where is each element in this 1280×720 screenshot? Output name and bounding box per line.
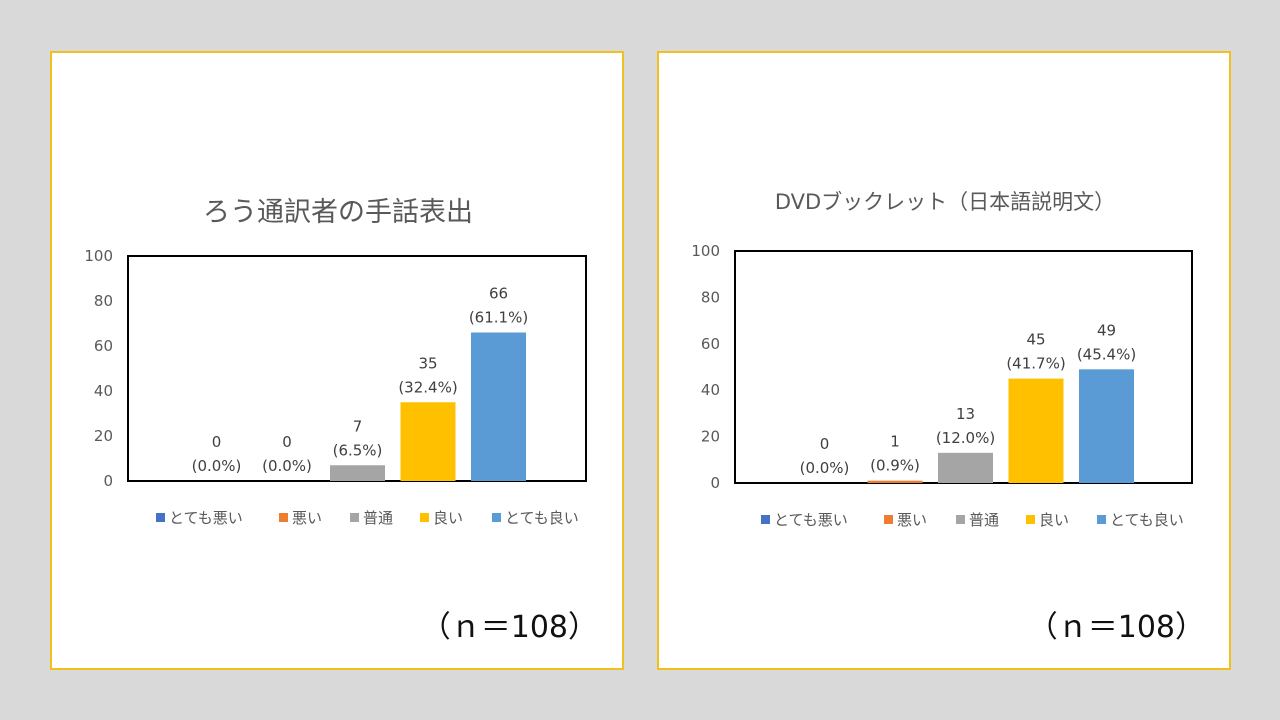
chart-title: DVDブックレット（日本語説明文） xyxy=(775,190,1115,214)
legend-swatch-5 xyxy=(492,513,501,522)
y-tick-label: 20 xyxy=(701,428,720,446)
data-label-percent: (6.5%) xyxy=(333,441,383,459)
data-label-count: 45 xyxy=(1026,331,1045,349)
chart-title: ろう通訳者の手話表出 xyxy=(203,197,473,228)
data-label-count: 0 xyxy=(282,433,292,451)
y-tick-label: 0 xyxy=(710,474,720,492)
legend-swatch-1 xyxy=(761,515,770,524)
legend-swatch-5 xyxy=(1097,515,1106,524)
bar-4 xyxy=(1008,378,1064,483)
data-label-count: 7 xyxy=(353,417,363,435)
legend-label: 悪い xyxy=(897,511,927,529)
chart-right: DVDブックレット（日本語説明文） 0 20 40 60 80 100 0 (0.0%) 1 (0.… xyxy=(691,190,1193,529)
data-label-percent: (61.1%) xyxy=(469,309,528,327)
legend-label: 普通 xyxy=(363,509,393,527)
legend-swatch-2 xyxy=(884,515,893,524)
data-label-percent: (12.0%) xyxy=(936,429,995,447)
y-tick-label: 0 xyxy=(103,472,113,490)
bar-4 xyxy=(400,402,456,481)
legend-label: 良い xyxy=(1039,511,1069,529)
y-tick-label: 40 xyxy=(701,381,720,399)
bar-5 xyxy=(1079,369,1134,483)
legend-swatch-3 xyxy=(350,513,359,522)
legend-label: 悪い xyxy=(292,509,322,527)
data-label-percent: (45.4%) xyxy=(1077,345,1136,363)
bar-3 xyxy=(938,452,993,483)
y-tick-label: 100 xyxy=(84,247,113,265)
data-label-percent: (32.4%) xyxy=(398,378,457,396)
data-label-count: 66 xyxy=(489,285,508,303)
y-tick-label: 60 xyxy=(701,335,720,353)
chart-panel-right: DVDブックレット（日本語説明文） 0 20 40 60 80 100 0 (0.0%) 1 (0.… xyxy=(657,51,1231,670)
legend-label: 普通 xyxy=(969,511,999,529)
data-label-percent: (0.0%) xyxy=(192,457,242,475)
sample-size-label: （ｎ＝108） xyxy=(420,610,598,645)
data-label-percent: (0.0%) xyxy=(262,457,312,475)
data-label-count: 1 xyxy=(890,433,900,451)
data-label-count: 49 xyxy=(1097,321,1116,339)
legend-label: とても悪い xyxy=(774,511,848,529)
legend-swatch-2 xyxy=(279,513,288,522)
data-label-percent: (0.9%) xyxy=(870,457,920,475)
legend-swatch-4 xyxy=(1026,515,1035,524)
y-tick-label: 80 xyxy=(94,292,113,310)
legend-label: とても良い xyxy=(505,509,579,527)
data-label-percent: (41.7%) xyxy=(1006,355,1065,373)
legend-swatch-1 xyxy=(156,513,165,522)
y-tick-label: 20 xyxy=(94,427,113,445)
y-tick-label: 80 xyxy=(701,288,720,306)
data-label-percent: (0.0%) xyxy=(800,459,850,477)
data-label-count: 35 xyxy=(418,354,437,372)
data-label-count: 0 xyxy=(820,435,830,453)
data-label-count: 0 xyxy=(212,433,222,451)
data-label-count: 13 xyxy=(956,405,975,423)
bar-3 xyxy=(330,465,385,481)
legend-label: とても悪い xyxy=(169,509,243,527)
legend-label: とても良い xyxy=(1110,511,1184,529)
chart-left: ろう通訳者の手話表出 0 20 40 60 80 100 0 (0.0%) 0 (0.0%) 7 (6.… xyxy=(84,197,587,527)
legend-swatch-4 xyxy=(420,513,429,522)
legend-swatch-3 xyxy=(956,515,965,524)
y-tick-label: 100 xyxy=(691,242,720,260)
chart-panel-left: ろう通訳者の手話表出 0 20 40 60 80 100 0 (0.0%) 0 (0.0%) 7 (6.… xyxy=(50,51,624,670)
legend-label: 良い xyxy=(433,509,463,527)
y-tick-label: 60 xyxy=(94,337,113,355)
sample-size-label: （ｎ＝108） xyxy=(1027,610,1205,645)
bar-5 xyxy=(471,332,526,481)
bar-2 xyxy=(867,480,923,483)
y-tick-label: 40 xyxy=(94,382,113,400)
